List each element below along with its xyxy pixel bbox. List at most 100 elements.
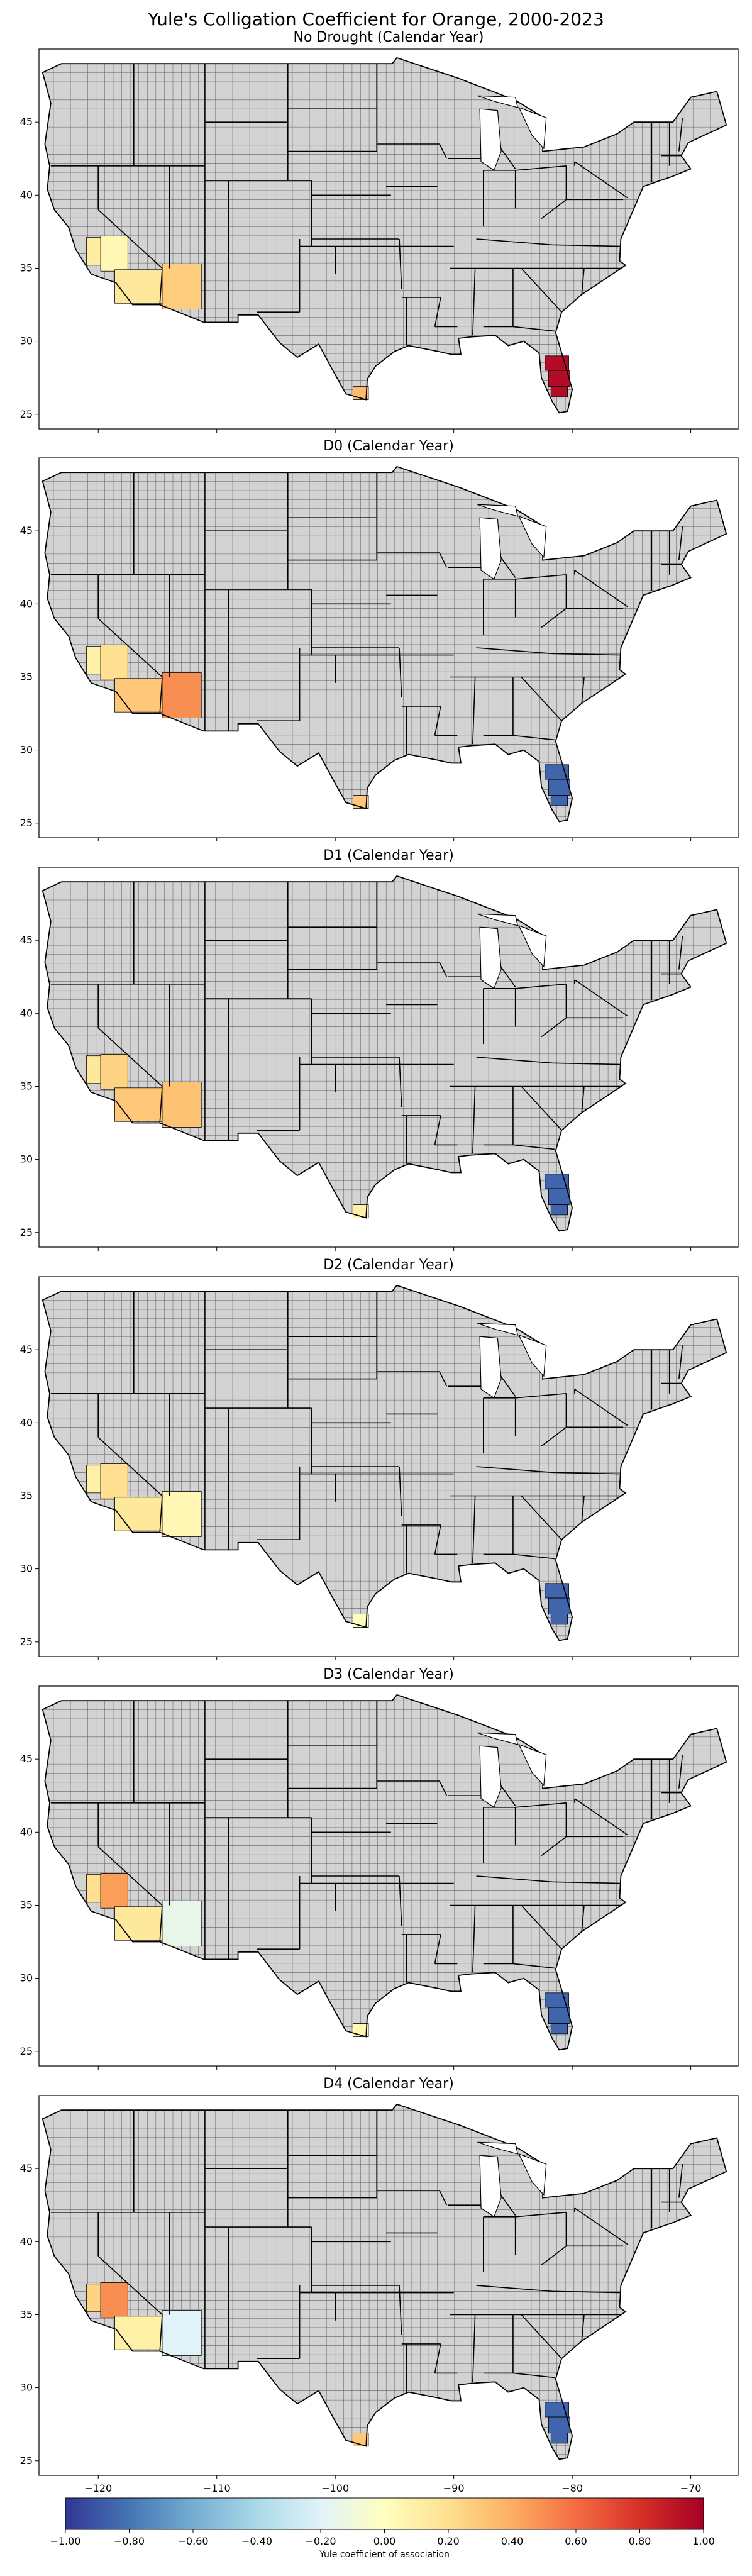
colorbar-tick-label: 1.00 xyxy=(692,2535,715,2547)
colorbar-tick-label: −0.80 xyxy=(114,2535,145,2547)
x-tick-label: −70 xyxy=(680,2482,702,2494)
y-tick-label: 30 xyxy=(20,1563,33,1575)
axes-frame xyxy=(38,457,739,838)
region-fill xyxy=(86,1055,104,1084)
y-tick-label: 35 xyxy=(20,1899,33,1911)
y-tick-label: 45 xyxy=(20,116,33,128)
lake xyxy=(479,2155,502,2218)
region-fill xyxy=(353,2023,369,2037)
y-tick-label: 45 xyxy=(20,1343,33,1355)
region-fill xyxy=(100,235,128,272)
x-tick-label: −80 xyxy=(561,2482,583,2494)
region-fill xyxy=(550,2433,568,2444)
region-fill xyxy=(548,1188,570,1206)
y-tick-label: 45 xyxy=(20,934,33,946)
panel-title: D2 (Calendar Year) xyxy=(323,1257,454,1273)
map-panel: D4 (Calendar Year) 25 30 35 40 45 xyxy=(20,2076,739,2479)
y-tick-label: 25 xyxy=(20,1226,33,1238)
region-fill xyxy=(550,1204,568,1216)
lake xyxy=(479,1336,502,1399)
region-fill xyxy=(353,2433,369,2446)
region-fill xyxy=(114,2316,163,2350)
y-tick-label: 30 xyxy=(20,744,33,756)
panel-title: D4 (Calendar Year) xyxy=(323,2076,454,2092)
lake xyxy=(477,2141,519,2155)
colorbar-tick-label: 0.00 xyxy=(373,2535,396,2547)
lake xyxy=(477,1323,519,1336)
conus-landmass xyxy=(42,1694,727,2050)
lake xyxy=(518,106,547,150)
region-fill xyxy=(114,1497,163,1531)
lake xyxy=(479,1745,502,1808)
y-tick-label: 35 xyxy=(20,2308,33,2320)
lake xyxy=(518,1743,547,1787)
state-borders xyxy=(50,881,683,1164)
y-tick-label: 25 xyxy=(20,2455,33,2467)
axes-frame xyxy=(38,2095,739,2476)
region-fill xyxy=(550,2023,568,2035)
lake xyxy=(477,95,519,108)
y-tick-label: 40 xyxy=(20,189,33,201)
region-fill xyxy=(548,2007,570,2024)
region-fill xyxy=(353,1204,369,1218)
y-tick-label: 40 xyxy=(20,597,33,609)
state-borders xyxy=(50,1700,683,1983)
conus-outline xyxy=(41,2103,727,2460)
lake xyxy=(518,924,547,968)
lake xyxy=(477,504,519,517)
state-borders xyxy=(50,1291,683,1574)
y-tick-label: 25 xyxy=(20,2045,33,2057)
colorbar: −1.00 −0.80 −0.60 −0.40 −0.20 0.00 0.20 0.40 0.6… xyxy=(50,2497,715,2560)
lake xyxy=(518,2153,547,2196)
conus-landmass xyxy=(42,875,727,1231)
conus-landmass xyxy=(42,2104,727,2460)
lake xyxy=(518,515,547,558)
y-tick-label: 40 xyxy=(20,2235,33,2247)
lake xyxy=(477,1732,519,1745)
region-fill xyxy=(114,1087,163,1122)
lake xyxy=(477,913,519,926)
colorbar-label: Yule coefficient of association xyxy=(319,2550,450,2560)
region-fill xyxy=(114,1906,163,1941)
region-fill xyxy=(100,1872,128,1909)
y-tick-label: 30 xyxy=(20,1972,33,1984)
map-panels: No Drought (Calendar Year) 25 30 35 40 45 D0 (… xyxy=(20,30,739,2479)
region-fill xyxy=(114,678,163,713)
y-tick-label: 45 xyxy=(20,1753,33,1765)
y-tick-label: 25 xyxy=(20,1636,33,1648)
region-fill xyxy=(114,269,163,304)
map-panel: D2 (Calendar Year) 25 30 35 40 45 xyxy=(20,1257,739,1660)
y-tick-label: 40 xyxy=(20,1826,33,1838)
region-fill xyxy=(86,646,104,675)
region-fill xyxy=(550,795,568,806)
region-fill xyxy=(548,779,570,796)
axes-frame xyxy=(38,1685,739,2067)
panel-title: D0 (Calendar Year) xyxy=(323,438,454,454)
y-tick-label: 25 xyxy=(20,408,33,420)
conus-outline xyxy=(41,1284,727,1641)
axes-frame xyxy=(38,1276,739,1657)
region-fill xyxy=(162,1491,202,1537)
axes-frame xyxy=(38,48,739,430)
y-tick-label: 35 xyxy=(20,670,33,682)
region-fill xyxy=(162,264,202,309)
lake xyxy=(518,1334,547,1377)
x-tick-label: −110 xyxy=(203,2482,231,2494)
panel-title: D1 (Calendar Year) xyxy=(323,848,454,863)
y-tick-label: 25 xyxy=(20,817,33,829)
conus-outline xyxy=(41,465,727,823)
panel-title: No Drought (Calendar Year) xyxy=(293,30,484,45)
axes-frame xyxy=(38,867,739,1248)
region-fill xyxy=(100,1463,128,1499)
colorbar-tick-label: 0.20 xyxy=(437,2535,460,2547)
x-tick-label: −90 xyxy=(443,2482,465,2494)
region-fill xyxy=(550,1614,568,1625)
colorbar-tick-label: −0.20 xyxy=(305,2535,336,2547)
colorbar-gradient xyxy=(65,2497,704,2530)
map-panel: D3 (Calendar Year) 25 30 35 40 45 xyxy=(20,1667,739,2070)
map-panel: D0 (Calendar Year) 25 30 35 40 45 xyxy=(20,438,739,841)
y-tick-label: 35 xyxy=(20,262,33,274)
lake xyxy=(479,517,502,580)
y-tick-label: 30 xyxy=(20,2382,33,2394)
